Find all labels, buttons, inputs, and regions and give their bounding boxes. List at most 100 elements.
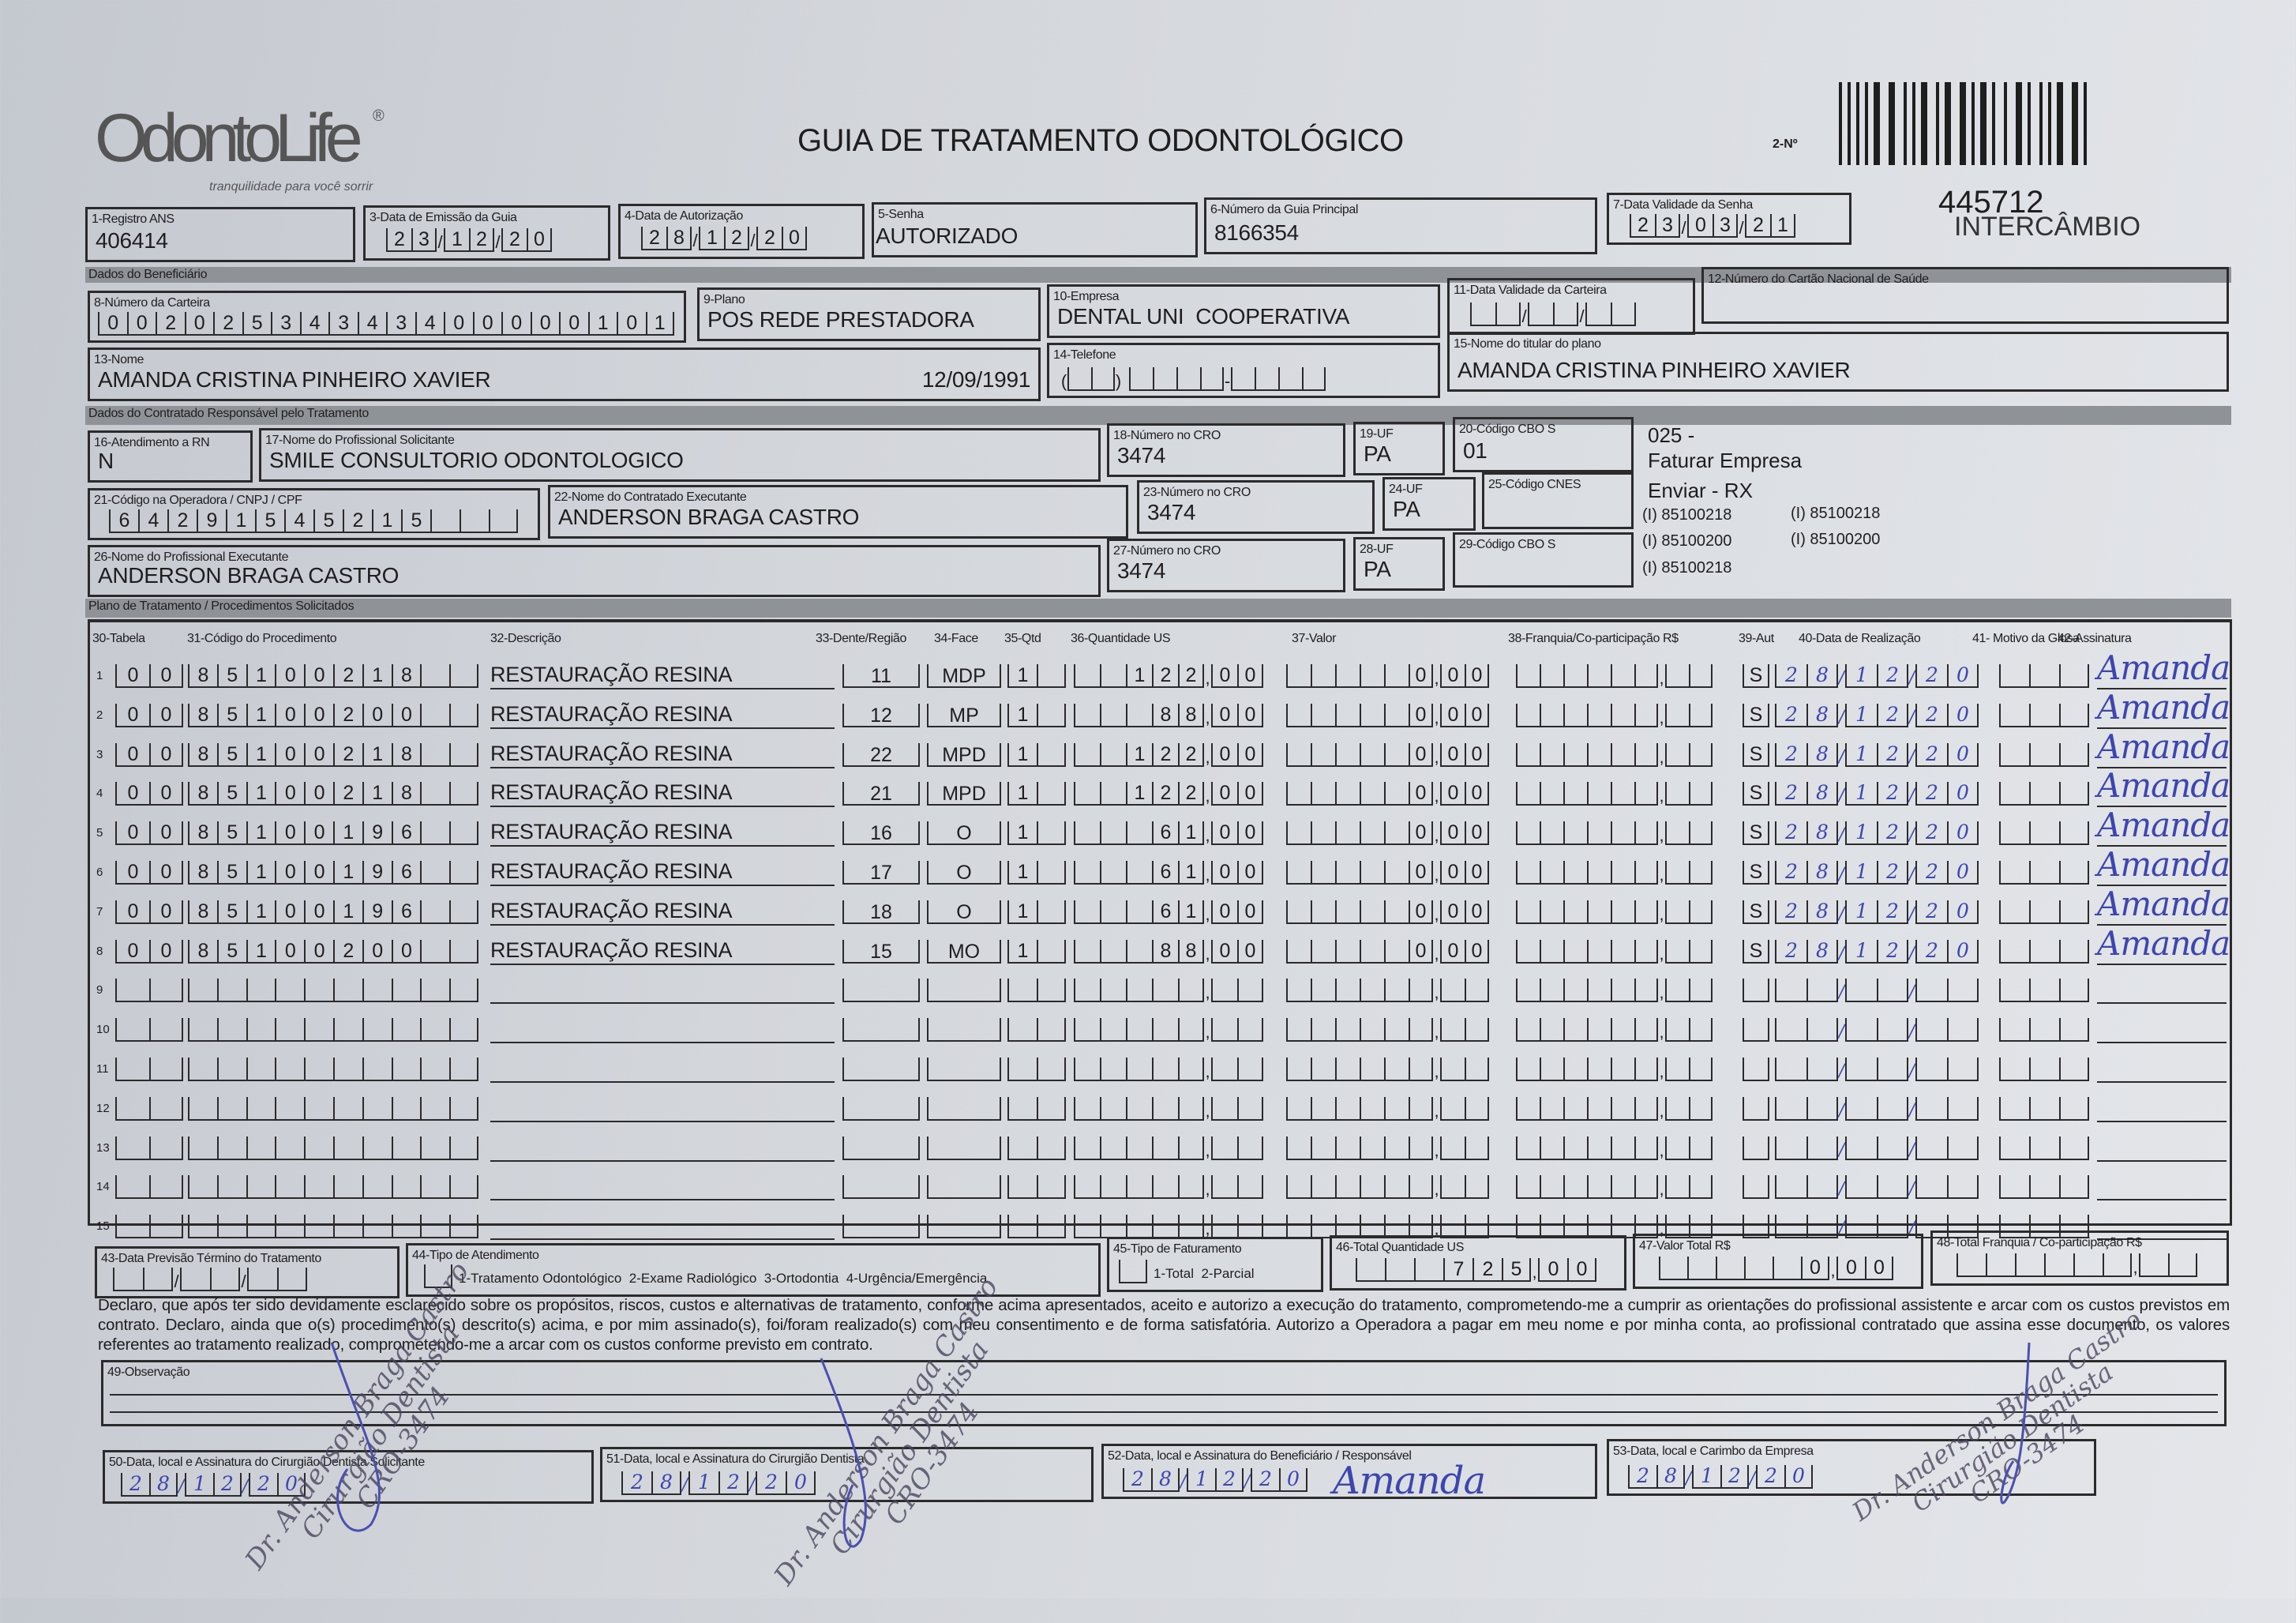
realization-date-cell[interactable]: 2 8/1 2/2 0 (1775, 900, 1979, 924)
signature-cell[interactable] (2097, 1058, 2227, 1083)
authorization-cell[interactable]: S (1743, 703, 1769, 727)
realization-date-cell[interactable]: 2 8/1 2/2 0 (1775, 782, 1979, 806)
glosa-reason-cell[interactable] (1999, 939, 2089, 964)
field-value[interactable]: 8166354 (1214, 220, 1299, 245)
glosa-reason-cell[interactable] (1999, 1018, 2089, 1043)
signature-cell[interactable]: Amanda (2097, 845, 2230, 886)
face-cell[interactable]: MDP (927, 664, 1001, 688)
value-cell[interactable]: , (1286, 1018, 1489, 1043)
authorization-cell[interactable] (1743, 1175, 1769, 1200)
quantity-us-cell[interactable]: , (1074, 1215, 1263, 1239)
field-value[interactable]: 2 3/1 2/2 0 (386, 228, 552, 252)
quantity-cell[interactable]: 1 (1007, 939, 1066, 964)
field-value[interactable]: PA (1393, 497, 1420, 521)
quantity-us-cell[interactable]: , (1074, 1096, 1263, 1121)
glosa-reason-cell[interactable] (1999, 664, 2089, 688)
quantity-cell[interactable]: 1 (1007, 782, 1066, 806)
field-value[interactable]: AUTORIZADO (876, 224, 1019, 248)
field-value[interactable]: 01 (1463, 438, 1488, 463)
procedure-code-cell[interactable] (188, 1136, 478, 1160)
face-cell[interactable]: O (927, 861, 1001, 885)
signature-cell[interactable]: Amanda (2097, 727, 2230, 768)
field-value[interactable]: SMILE CONSULTORIO ODONTOLOGICO (269, 448, 684, 472)
field-value[interactable] (424, 1264, 452, 1288)
field-observacao[interactable]: 49-Observação (101, 1360, 2227, 1426)
description-cell[interactable]: RESTAURAÇÃO RESINA (490, 780, 835, 808)
realization-date-cell[interactable]: 2 8/1 2/2 0 (1775, 742, 1979, 767)
value-cell[interactable]: , (1286, 1175, 1489, 1200)
quantity-us-cell[interactable]: , (1074, 1058, 1263, 1081)
field-value[interactable]: AMANDA CRISTINA PINHEIRO XAVIER (98, 367, 491, 392)
description-cell[interactable]: RESTAURAÇÃO RESINA (490, 663, 835, 689)
procedure-code-cell[interactable] (188, 1018, 478, 1043)
realization-date-cell[interactable]: / / (1775, 1175, 1979, 1200)
quantity-cell[interactable] (1007, 1136, 1066, 1160)
authorization-cell[interactable] (1743, 1018, 1769, 1043)
authorization-cell[interactable]: S (1743, 861, 1769, 885)
description-cell[interactable]: RESTAURAÇÃO RESINA (490, 859, 835, 886)
franchise-cell[interactable]: , (1516, 1058, 1713, 1081)
signature-cell[interactable] (2097, 1136, 2227, 1162)
tooth-region-cell[interactable]: 21 (842, 782, 920, 806)
tooth-region-cell[interactable] (842, 1018, 920, 1043)
signature-cell[interactable] (2097, 1018, 2227, 1044)
procedure-code-cell[interactable] (188, 1215, 478, 1239)
face-cell[interactable]: MO (927, 939, 1001, 964)
franchise-cell[interactable]: , (1516, 939, 1713, 964)
signature-cell[interactable]: Amanda (2097, 688, 2230, 729)
description-cell[interactable] (490, 1135, 835, 1162)
description-cell[interactable] (490, 1016, 835, 1044)
glosa-reason-cell[interactable] (1999, 1215, 2089, 1239)
franchise-cell[interactable]: , (1516, 1175, 1713, 1200)
description-cell[interactable]: RESTAURAÇÃO RESINA (490, 742, 835, 768)
description-cell[interactable] (490, 1095, 835, 1122)
face-cell[interactable] (927, 1058, 1001, 1081)
quantity-cell[interactable] (1007, 1175, 1066, 1200)
franchise-cell[interactable]: , (1516, 782, 1713, 806)
realization-date-cell[interactable]: 2 8/1 2/2 0 (1775, 703, 1979, 727)
tooth-region-cell[interactable] (842, 1058, 920, 1081)
value-cell[interactable]: , (1286, 1096, 1489, 1121)
signature-cell[interactable]: Amanda (2097, 885, 2230, 926)
franchise-cell[interactable]: , (1516, 861, 1713, 885)
quantity-cell[interactable]: 1 (1007, 742, 1066, 767)
authorization-cell[interactable] (1743, 1058, 1769, 1081)
authorization-cell[interactable] (1743, 1215, 1769, 1239)
glosa-reason-cell[interactable] (1999, 1058, 2089, 1081)
realization-date-cell[interactable]: / / (1775, 1058, 1979, 1081)
authorization-cell[interactable]: S (1743, 900, 1769, 924)
quantity-cell[interactable]: 1 (1007, 900, 1066, 924)
face-cell[interactable]: MPD (927, 742, 1001, 767)
signature-cell[interactable] (2097, 1097, 2227, 1122)
authorization-cell[interactable]: S (1743, 782, 1769, 806)
franchise-cell[interactable]: , (1516, 1136, 1713, 1160)
value-cell[interactable]: , (1286, 1136, 1489, 1160)
quantity-us-cell[interactable]: , (1074, 1175, 1263, 1200)
glosa-reason-cell[interactable] (1999, 1096, 2089, 1121)
face-cell[interactable] (927, 1096, 1001, 1121)
procedure-code-cell[interactable] (188, 1175, 478, 1200)
tooth-region-cell[interactable]: 11 (842, 664, 920, 688)
quantity-cell[interactable]: 1 (1007, 664, 1066, 688)
signature-cell[interactable]: Amanda (2097, 806, 2230, 847)
realization-date-cell[interactable]: / / (1775, 1018, 1979, 1043)
quantity-cell[interactable]: 1 (1007, 703, 1066, 727)
